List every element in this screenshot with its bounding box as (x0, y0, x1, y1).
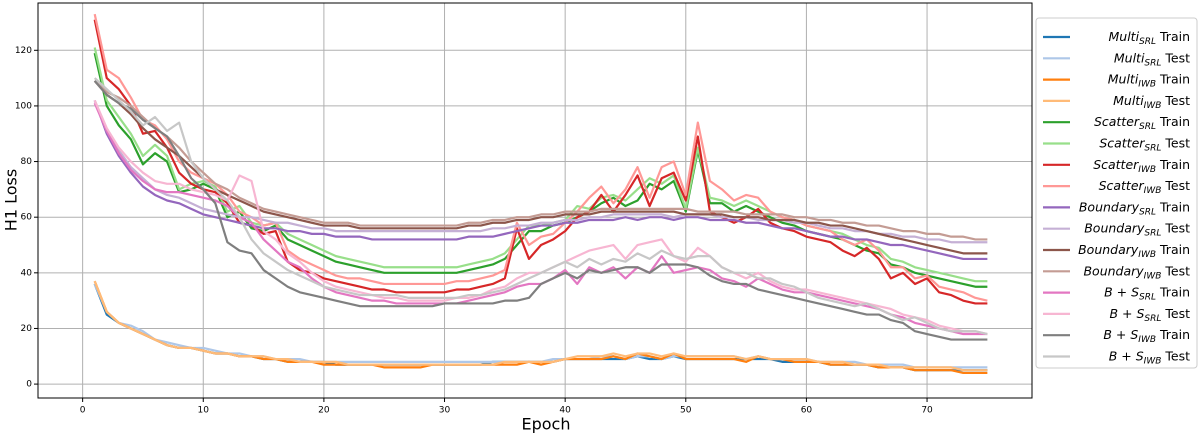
legend-label: B + SIWB Test (1109, 348, 1190, 366)
y-tick-label: 0 (26, 380, 32, 390)
legend-label: BoundarySRL Test (1084, 220, 1190, 238)
legend-label: ScatterSRL Train (1094, 114, 1190, 132)
series-line (93, 280, 988, 372)
x-tick-label: 70 (921, 406, 933, 416)
x-tick-label: 40 (559, 406, 571, 416)
plot-frame (37, 2, 1033, 399)
series-line (93, 77, 988, 336)
y-tick-label: 100 (15, 101, 32, 111)
x-axis-label: Epoch (522, 415, 571, 434)
ticks: 0 10 20 30 40 50 60 70 0 20 40 60 80 100 120 (15, 46, 933, 416)
legend-label: BoundaryIWB Test (1083, 263, 1190, 281)
series-line (93, 80, 988, 241)
legend-label: MultiIWB Train (1108, 71, 1190, 89)
x-tick-label: 0 (80, 406, 86, 416)
y-tick-label: 120 (15, 46, 32, 56)
legend-label: ScatterSRL Test (1099, 135, 1190, 153)
legend-box (1035, 17, 1198, 369)
y-tick-label: 80 (21, 157, 33, 167)
legend-label: BoundarySRL Train (1079, 199, 1190, 217)
x-tick-label: 30 (439, 406, 451, 416)
legend-label: ScatterIWB Test (1099, 178, 1191, 196)
x-tick-label: 20 (318, 406, 330, 416)
y-axis-label: H1 Loss (2, 169, 21, 231)
y-tick-label: 40 (21, 268, 33, 278)
legend-label: ScatterIWB Train (1093, 156, 1190, 174)
series-line (93, 80, 988, 341)
x-tick-label: 50 (680, 406, 692, 416)
y-tick-label: 60 (21, 213, 33, 223)
series-line (93, 80, 988, 255)
legend: MultiSRL Train MultiSRL Test MultiIWB Trai… (1043, 29, 1191, 366)
legend-label: MultiSRL Train (1108, 29, 1190, 47)
x-tick-label: 10 (198, 406, 210, 416)
series-line (93, 99, 988, 244)
legend-label: MultiSRL Test (1114, 50, 1190, 68)
plot-lines (93, 13, 988, 375)
legend-label: B + SSRL Test (1109, 305, 1190, 323)
legend-label: B + SSRL Train (1104, 284, 1190, 302)
y-tick-label: 20 (21, 324, 33, 334)
x-tick-label: 60 (801, 406, 813, 416)
legend-label: BoundaryIWB Train (1078, 242, 1190, 260)
legend-label: MultiIWB Test (1113, 92, 1190, 110)
legend-label: B + SIWB Train (1103, 327, 1190, 345)
